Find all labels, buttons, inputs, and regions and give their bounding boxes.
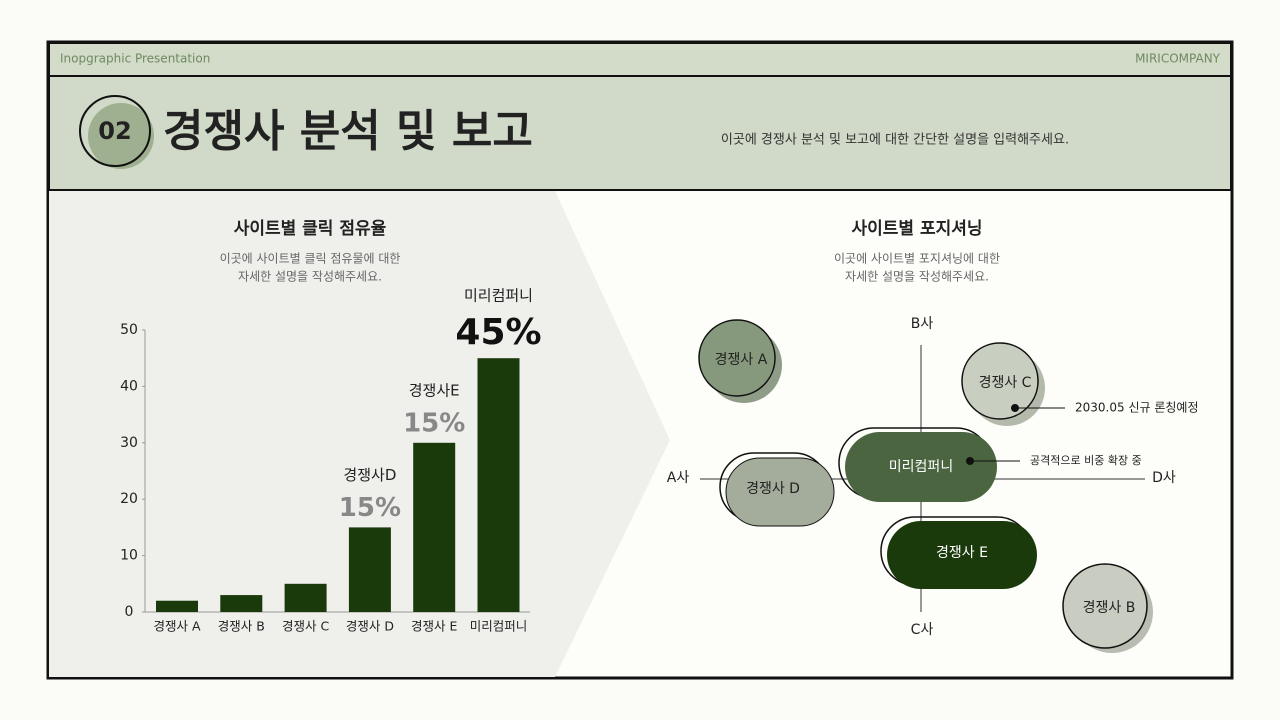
header-left: Inopgraphic Presentation [60,52,210,66]
bar [284,583,327,612]
page-title: 경쟁사 분석 및 보고 [163,106,533,157]
node [698,319,776,397]
chart-subtitle: 자세한 설명을 작성해주세요. [238,270,382,284]
bar [156,600,198,612]
annotation-name: 미리컴퍼니 [464,287,533,305]
node [725,457,835,527]
positioning-map: B사 C사 A사 D사 경쟁사 A 경쟁사 C 경쟁사 D 미리컴퍼니 경쟁사 … [667,316,1199,653]
bar [220,595,263,612]
node-label: 경쟁사 B [1083,600,1136,616]
annotation-value: 45% [455,312,541,353]
annotation-name: 경쟁사D [343,466,396,484]
x-tick-label: 경쟁사 D [346,619,394,634]
bar [348,527,391,612]
axis-label: D사 [1152,470,1176,486]
node [887,521,1037,589]
node-label: 경쟁사 D [746,481,800,497]
diagram-title: 사이트별 포지셔닝 [851,219,982,239]
x-tick-label: 경쟁사 E [411,619,457,634]
y-tick-label: 40 [120,378,138,394]
y-tick-label: 0 [125,604,134,620]
y-tick-label: 30 [120,435,138,451]
node [961,342,1039,420]
annotation-value: 15% [403,408,465,438]
x-tick-label: 미리컴퍼니 [470,619,528,634]
note: 공격적으로 비중 확장 중 [1030,454,1142,467]
note-dot [1011,404,1019,412]
bar [477,358,520,612]
node-label: 경쟁사 E [936,545,988,561]
header-band [48,75,1232,191]
axis-label: B사 [911,316,934,332]
y-tick-label: 10 [120,548,138,564]
node-label: 경쟁사 C [979,375,1032,391]
note-dot [966,457,974,465]
diagram-subtitle: 이곳에 사이트별 포지셔닝에 대한 [834,252,1000,266]
node [1062,563,1148,649]
node-label: 미리컴퍼니 [889,459,953,475]
section-number: 02 [98,117,131,145]
y-tick-label: 50 [120,322,138,338]
top-bar [48,42,1232,77]
header-right: MIRICOMPANY [1135,52,1221,66]
annotation-name: 경쟁사E [409,381,460,399]
axis-label: C사 [911,622,934,638]
page-description: 이곳에 경쟁사 분석 및 보고에 대한 간단한 설명을 입력해주세요. [721,133,1069,148]
bar-chart: 0 10 20 30 40 50 경쟁사 A 경쟁사 B 경쟁사 C 경쟁사 D 경쟁사 E 미리컴퍼… [120,287,542,634]
chart-title: 사이트별 클릭 점유율 [234,219,387,239]
annotation-value: 15% [339,493,401,523]
bar [413,442,456,612]
badge-shadow [88,103,154,169]
chart-subtitle: 이곳에 사이트별 클릭 점유물에 대한 [220,252,401,266]
badge [79,95,151,167]
x-tick-label: 경쟁사 A [153,619,200,634]
node [845,432,997,502]
diagram-subtitle: 자세한 설명을 작성해주세요. [845,270,989,284]
x-tick-label: 경쟁사 B [218,619,265,634]
y-tick-label: 20 [120,491,138,507]
x-tick-label: 경쟁사 C [282,619,329,634]
axis-label: A사 [667,470,690,486]
note: 2030.05 신규 론칭예정 [1075,401,1199,415]
node-label: 경쟁사 A [715,352,768,368]
